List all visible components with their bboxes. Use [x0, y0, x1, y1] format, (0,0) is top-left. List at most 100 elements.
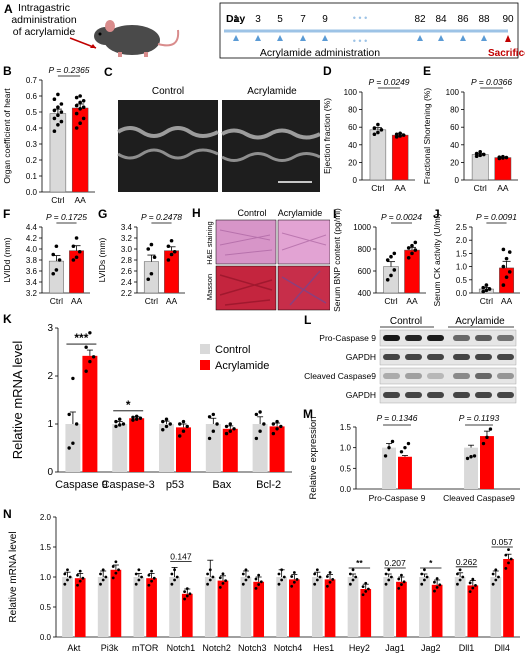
data-point: [147, 573, 151, 577]
blot-row-label: GAPDH: [346, 390, 376, 400]
bar-aa: [499, 267, 515, 294]
data-point: [497, 575, 500, 579]
data-point: [114, 419, 118, 424]
x-tick-label: AA: [406, 296, 418, 306]
data-point: [134, 572, 138, 576]
data-point: [394, 135, 399, 139]
data-point: [56, 113, 60, 117]
panel-letter-k: K: [3, 312, 12, 326]
data-point: [501, 247, 506, 252]
data-point: [348, 582, 352, 586]
significance-label: *: [429, 558, 433, 568]
data-point: [149, 271, 154, 276]
data-point: [206, 572, 209, 576]
panel-l: L Control Acrylamide Pro-Caspase 9 GAPDH C…: [304, 313, 517, 404]
blot-band: [427, 354, 444, 360]
admin-tick-3: [255, 35, 261, 41]
data-point: [118, 417, 122, 421]
data-point: [181, 419, 186, 424]
data-point: [63, 572, 67, 576]
day-3: 3: [255, 14, 261, 25]
data-point: [328, 571, 332, 574]
data-point: [224, 579, 228, 582]
data-point: [383, 454, 388, 458]
data-point: [247, 575, 251, 579]
y-tick-label: 3.6: [26, 267, 38, 276]
data-point: [99, 572, 102, 576]
bar-acrylamide: [253, 581, 265, 637]
bar-control: [419, 577, 430, 637]
data-point: [59, 110, 64, 114]
ellipsis-top: • • •: [353, 13, 367, 23]
bar-ctrl: [383, 266, 399, 294]
data-point: [478, 153, 482, 158]
chart-e: E 0 20 40 60 80 100 Fractional Shortening (%) Ct…: [422, 64, 518, 193]
blot-row-label: Pro-Caspase 9: [319, 333, 376, 343]
data-point: [487, 287, 492, 291]
bar-control: [62, 577, 73, 637]
data-point: [56, 92, 60, 97]
data-point: [398, 134, 402, 138]
data-point: [325, 575, 329, 578]
y-tick-label: 60: [450, 123, 459, 132]
x-tick-label: Bax: [212, 479, 231, 491]
data-point: [433, 580, 436, 584]
bar-control: [490, 577, 502, 637]
blot-band: [475, 373, 492, 379]
data-point: [387, 568, 391, 572]
data-point: [211, 412, 216, 417]
data-point: [361, 585, 365, 588]
panel-letter-n: N: [3, 507, 12, 521]
data-point: [481, 152, 486, 157]
data-point: [56, 105, 60, 109]
bar-ctrl: [471, 154, 489, 181]
data-point: [491, 582, 495, 586]
data-point: [52, 116, 57, 121]
x-tick-label: Ctrl: [474, 183, 487, 193]
data-point: [372, 132, 377, 137]
panel-letter-g: G: [98, 207, 107, 221]
y-tick-label: 4.4: [26, 223, 38, 232]
data-point: [315, 578, 319, 582]
intro-line-2: administration: [11, 14, 77, 26]
data-point: [474, 151, 479, 156]
data-point: [401, 133, 406, 137]
data-point: [351, 568, 355, 572]
x-tick-label: Jag1: [385, 643, 405, 653]
data-point: [494, 578, 498, 582]
x-tick-label: Ctrl: [50, 296, 63, 306]
bar-ctrl: [48, 260, 64, 294]
data-point: [385, 258, 390, 262]
legend-label-acrylamide: Acrylamide: [215, 360, 269, 372]
histo-aa-label: Acrylamide: [278, 208, 323, 218]
y-tick-label: 80: [450, 106, 459, 115]
y-tick-label: 0: [47, 467, 53, 478]
y-tick-label: 100: [446, 88, 460, 97]
histo-row2-label: Masson: [205, 274, 214, 300]
x-tick-label: p53: [166, 479, 184, 491]
data-point: [181, 429, 186, 433]
data-point: [183, 590, 187, 594]
data-point: [52, 108, 57, 113]
bar-acrylamide: [110, 569, 122, 637]
data-point: [88, 331, 92, 335]
data-point: [364, 590, 368, 593]
blot-band: [427, 335, 444, 341]
blot-strip: [379, 348, 517, 366]
y-tick-label: 0.4: [26, 124, 38, 133]
y-tick-label: 3.2: [121, 234, 133, 243]
blot-band: [497, 373, 514, 379]
blot-row-label: GAPDH: [346, 352, 376, 362]
y-tick-label: 100: [344, 88, 358, 97]
data-point: [468, 581, 472, 585]
data-point: [114, 424, 118, 429]
data-point: [221, 582, 225, 585]
data-point: [438, 583, 442, 587]
y-tick-label: 60: [348, 123, 357, 132]
admin-tick-7: [300, 35, 306, 41]
significance-label: *: [126, 398, 131, 412]
data-point: [88, 359, 92, 364]
data-point: [68, 575, 72, 579]
data-point: [385, 278, 390, 282]
x-tick-label: Hes1: [313, 643, 334, 653]
